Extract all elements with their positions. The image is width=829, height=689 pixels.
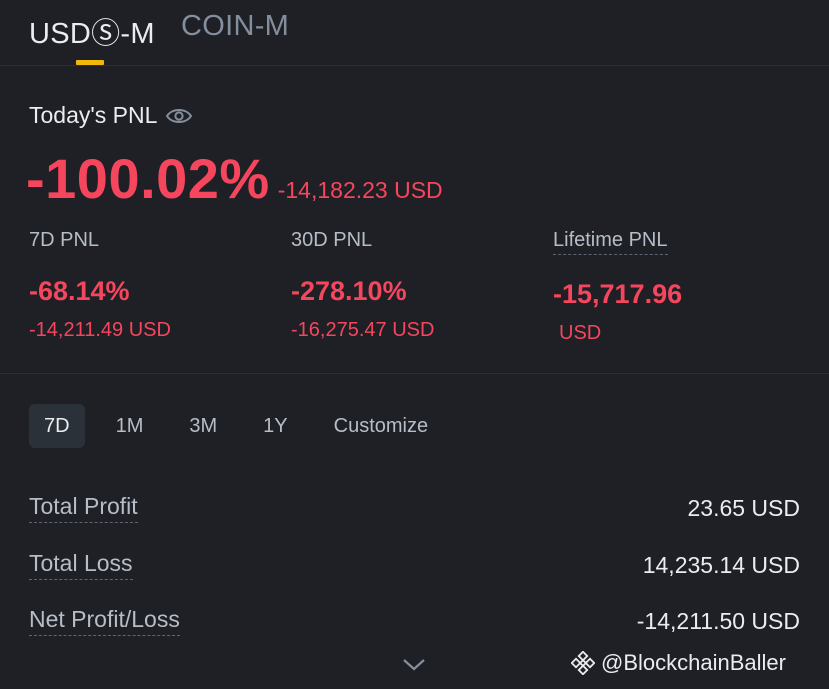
todays-pnl-values: -100.02% -14,182.23 USD — [26, 146, 443, 211]
range-3m-button[interactable]: 3M — [189, 415, 218, 437]
range-selector: 7D 1M 3M 1Y Customize — [29, 404, 459, 448]
summary-row-net-profit-loss: Net Profit/Loss -14,211.50 USD — [29, 606, 800, 636]
tab-active-indicator — [76, 60, 104, 65]
summary-value: -14,211.50 USD — [636, 607, 800, 634]
tab-coin-m[interactable]: COIN-M — [181, 10, 290, 42]
summary-label[interactable]: Net Profit/Loss — [29, 606, 180, 636]
stat-usd: USD — [559, 322, 602, 344]
chevron-down-icon[interactable] — [401, 655, 427, 673]
stat-label: 7D PNL — [29, 229, 100, 251]
range-1m-button[interactable]: 1M — [115, 415, 144, 437]
todays-pnl-usd: -14,182.23 USD — [277, 177, 443, 203]
watermark-text: @BlockchainBaller — [601, 650, 786, 675]
stat-label: 30D PNL — [291, 229, 373, 251]
tab-usds-m[interactable]: USDⓈ-M — [29, 18, 155, 50]
todays-pnl-header: Today's PNL — [29, 102, 193, 129]
stat-percent: -15,717.96 — [553, 279, 683, 309]
stat-usd: -14,211.49 USD — [29, 319, 171, 341]
range-1y-button[interactable]: 1Y — [263, 415, 288, 437]
range-customize-button[interactable]: Customize — [333, 415, 429, 437]
stat-usd: -16,275.47 USD — [291, 319, 435, 341]
todays-pnl-label: Today's PNL — [29, 102, 158, 128]
summary-value: 14,235.14 USD — [642, 551, 800, 578]
summary-value: 23.65 USD — [687, 494, 800, 521]
summary-label[interactable]: Total Profit — [29, 493, 138, 523]
section-divider — [0, 373, 829, 374]
stat-percent: -278.10% — [291, 276, 407, 306]
binance-icon — [571, 651, 595, 675]
range-7d-button[interactable]: 7D — [29, 404, 85, 448]
stat-percent: -68.14% — [29, 276, 130, 306]
summary-label[interactable]: Total Loss — [29, 550, 133, 580]
stat-7d-pnl: 7D PNL -68.14% -14,211.49 USD — [29, 229, 171, 342]
eye-icon[interactable] — [165, 107, 193, 125]
todays-pnl-percent: -100.02% — [26, 147, 270, 210]
market-tabs: USDⓈ-M COIN-M — [0, 0, 829, 66]
summary-row-total-loss: Total Loss 14,235.14 USD — [29, 550, 800, 580]
watermark: @BlockchainBaller — [571, 650, 786, 676]
summary-row-total-profit: Total Profit 23.65 USD — [29, 493, 800, 523]
stat-30d-pnl: 30D PNL -278.10% -16,275.47 USD — [291, 229, 434, 342]
stat-label[interactable]: Lifetime PNL — [553, 229, 668, 255]
stat-lifetime-pnl: Lifetime PNL -15,717.96 USD — [553, 229, 682, 345]
